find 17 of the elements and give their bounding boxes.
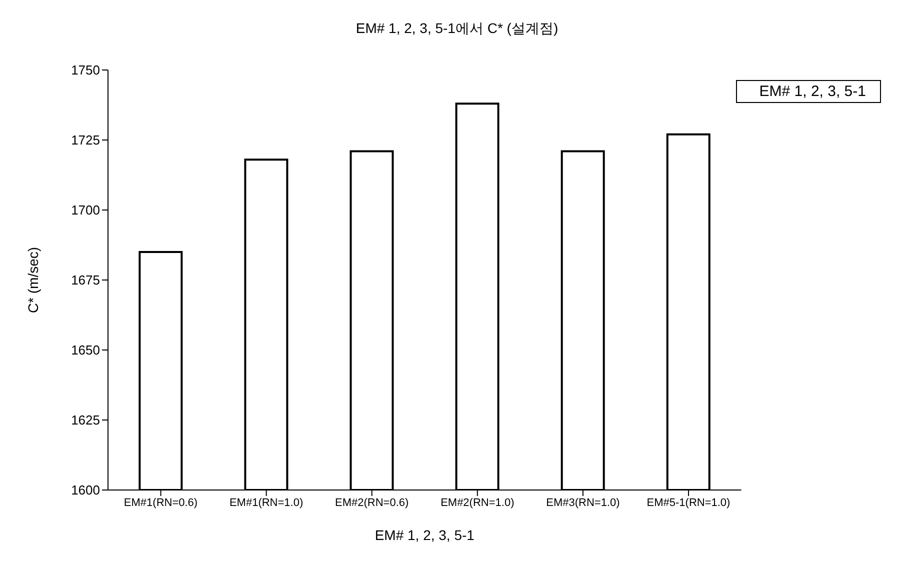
x-tick-label: EM#1(RN=1.0): [229, 496, 304, 509]
y-tick-label: 1675: [71, 272, 100, 288]
y-tick-label: 1625: [71, 412, 100, 428]
x-tick-label: EM#1(RN=0.6): [124, 496, 198, 509]
text: EM# 1, 2, 3, 5-1: [759, 83, 866, 100]
y-tick-label: 1650: [71, 342, 100, 358]
chart-title: EM# 1, 2, 3, 5-1에서 C* (설계점): [354, 20, 560, 38]
y-tick-label: 1725: [71, 132, 100, 148]
x-tick-label: EM#5-1(RN=1.0): [646, 496, 730, 509]
x-tick-label: EM#2(RN=0.6): [335, 496, 409, 509]
x-tick-label: EM#3(RN=1.0): [546, 496, 620, 509]
y-tick-label: 1750: [71, 62, 100, 78]
x-axis-title: EM# 1, 2, 3, 5-1: [374, 527, 475, 543]
y-tick-label: 1600: [71, 482, 100, 498]
y-tick-label: 1700: [71, 202, 100, 218]
y-axis-title: C* (m/sec): [24, 246, 41, 314]
x-tick-label: EM#2(RN=1.0): [440, 496, 514, 509]
